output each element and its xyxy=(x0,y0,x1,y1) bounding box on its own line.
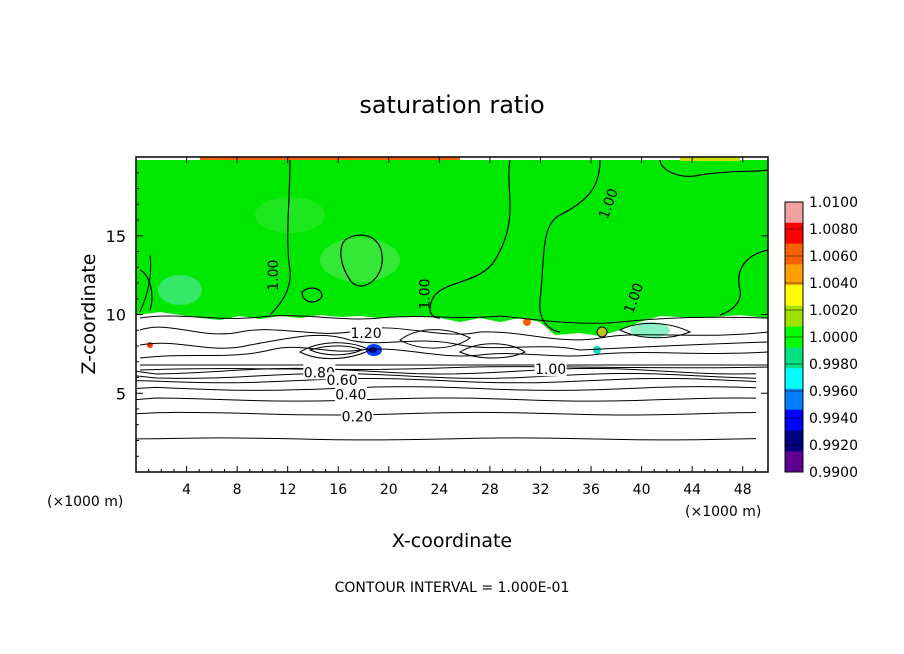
colorbar-segment xyxy=(785,409,803,431)
x-tick-label: 20 xyxy=(380,482,398,498)
upper-contours xyxy=(139,159,769,333)
x-tick-label: 40 xyxy=(633,482,651,498)
top-yellow-fringe xyxy=(680,157,740,161)
y-tick-label: 10 xyxy=(106,306,126,325)
colorbar-label: 1.0100 xyxy=(809,195,858,211)
orange-speckle xyxy=(596,326,608,338)
x-tick-label: 36 xyxy=(582,482,600,498)
colorbar-segment xyxy=(785,305,803,328)
x-tick-label: 44 xyxy=(683,482,701,498)
cyan-speckle xyxy=(593,346,601,354)
colorbar-label: 0.9940 xyxy=(809,411,858,427)
x-axis-ticks: 4 8 12 16 20 24 28 32 36 40 44 48 xyxy=(148,157,756,498)
chart-title: saturation ratio xyxy=(359,91,544,119)
green-field-region xyxy=(136,160,768,336)
orange-speckle xyxy=(523,318,531,326)
colorbar-label: 1.0000 xyxy=(809,330,858,346)
horizontal-contour-line xyxy=(135,411,757,416)
x-tick-label: 32 xyxy=(532,482,550,498)
horizontal-contour-line xyxy=(135,437,757,441)
colorbar-segment xyxy=(785,202,803,224)
contour-label: 1.00 xyxy=(418,278,434,309)
horizontal-contour-line xyxy=(135,367,757,375)
colorbar-segment xyxy=(785,347,803,369)
horizontal-contour-line xyxy=(135,372,757,379)
x-tick-label: 8 xyxy=(233,482,242,498)
contour-label-bg xyxy=(341,408,374,424)
horizontal-contour-line xyxy=(135,386,757,391)
x-tick-label: 48 xyxy=(734,482,752,498)
horizontal-contours xyxy=(135,367,757,441)
colorbar: 1.0100 1.0080 1.0060 1.0040 1.0020 1.0000 0.99… xyxy=(784,195,858,481)
x-axis-label: X-coordinate xyxy=(392,530,512,552)
contour-label-bg xyxy=(334,386,367,402)
colorbar-segment xyxy=(785,388,803,411)
light-green-patch xyxy=(630,322,670,338)
horizontal-contour-line xyxy=(135,378,757,384)
colorbar-label: 0.9960 xyxy=(809,384,858,400)
x-tick-label: 4 xyxy=(182,482,191,498)
horizontal-contour-line xyxy=(135,397,757,402)
contour-interval-footer: CONTOUR INTERVAL = 1.000E-01 xyxy=(335,580,570,596)
colorbar-label: 1.0040 xyxy=(809,276,858,292)
x-unit-left: (×1000 m) xyxy=(47,494,123,510)
light-green-patch xyxy=(255,197,325,233)
red-speckle xyxy=(147,342,153,348)
colorbar-segment xyxy=(785,285,803,307)
contour-label-bg xyxy=(350,324,383,340)
contour-label: 1.00 xyxy=(535,362,566,378)
contour-label: 0.20 xyxy=(342,409,373,425)
contour-label-bg xyxy=(326,372,359,388)
colorbar-label: 1.0020 xyxy=(809,303,858,319)
colorbar-segment xyxy=(785,368,803,390)
colorbar-label: 1.0080 xyxy=(809,222,858,238)
colorbar-segment xyxy=(785,264,803,286)
top-red-fringe xyxy=(200,157,460,160)
colorbar-segment xyxy=(785,430,803,452)
y-tick-label: 5 xyxy=(116,384,126,403)
x-tick-label: 24 xyxy=(430,482,448,498)
colorbar-segment xyxy=(785,451,803,473)
colorbar-label: 0.9920 xyxy=(809,438,858,454)
cloud-contours xyxy=(139,254,769,371)
light-green-patch xyxy=(320,238,400,282)
contour-label-bg xyxy=(534,361,567,377)
contour-label: 1.20 xyxy=(350,326,381,342)
y-axis-label: Z-coordinate xyxy=(78,254,100,375)
x-tick-label: 16 xyxy=(329,482,347,498)
light-green-patch xyxy=(158,275,202,305)
colorbar-label: 0.9980 xyxy=(809,357,858,373)
plot-area: 1.001.001.001.001.200.800.600.400.201.00 xyxy=(135,156,769,473)
contour-label: 1.00 xyxy=(266,260,282,291)
x-unit-right: (×1000 m) xyxy=(685,504,761,520)
contour-label: 0.60 xyxy=(326,373,357,389)
contour-label: 0.40 xyxy=(335,387,366,403)
y-axis-ticks: 5 10 15 xyxy=(106,172,768,457)
x-tick-label: 12 xyxy=(279,482,297,498)
x-tick-label: 28 xyxy=(481,482,499,498)
colorbar-label: 1.0060 xyxy=(809,249,858,265)
colorbar-label: 0.9900 xyxy=(809,465,858,481)
colorbar-segment xyxy=(785,243,803,265)
y-tick-label: 15 xyxy=(106,227,126,246)
colorbar-segment xyxy=(785,222,803,245)
